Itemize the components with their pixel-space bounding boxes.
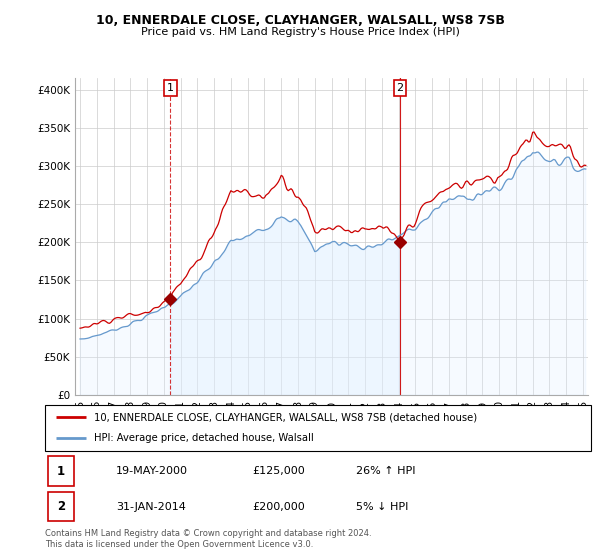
Text: £200,000: £200,000 — [253, 502, 305, 511]
Text: 10, ENNERDALE CLOSE, CLAYHANGER, WALSALL, WS8 7SB (detached house): 10, ENNERDALE CLOSE, CLAYHANGER, WALSALL… — [94, 412, 477, 422]
Text: 5% ↓ HPI: 5% ↓ HPI — [356, 502, 409, 511]
Text: 2: 2 — [397, 83, 403, 93]
Text: 1: 1 — [167, 83, 174, 93]
Text: 26% ↑ HPI: 26% ↑ HPI — [356, 466, 416, 476]
Text: Price paid vs. HM Land Registry's House Price Index (HPI): Price paid vs. HM Land Registry's House … — [140, 27, 460, 37]
Text: 31-JAN-2014: 31-JAN-2014 — [116, 502, 186, 511]
Text: 19-MAY-2000: 19-MAY-2000 — [116, 466, 188, 476]
Text: Contains HM Land Registry data © Crown copyright and database right 2024.
This d: Contains HM Land Registry data © Crown c… — [45, 529, 371, 549]
Bar — [48, 456, 74, 486]
Text: 2: 2 — [57, 500, 65, 513]
Text: 10, ENNERDALE CLOSE, CLAYHANGER, WALSALL, WS8 7SB: 10, ENNERDALE CLOSE, CLAYHANGER, WALSALL… — [95, 14, 505, 27]
Bar — [48, 492, 74, 521]
Text: HPI: Average price, detached house, Walsall: HPI: Average price, detached house, Wals… — [94, 433, 314, 444]
Text: £125,000: £125,000 — [253, 466, 305, 476]
Text: 1: 1 — [57, 465, 65, 478]
